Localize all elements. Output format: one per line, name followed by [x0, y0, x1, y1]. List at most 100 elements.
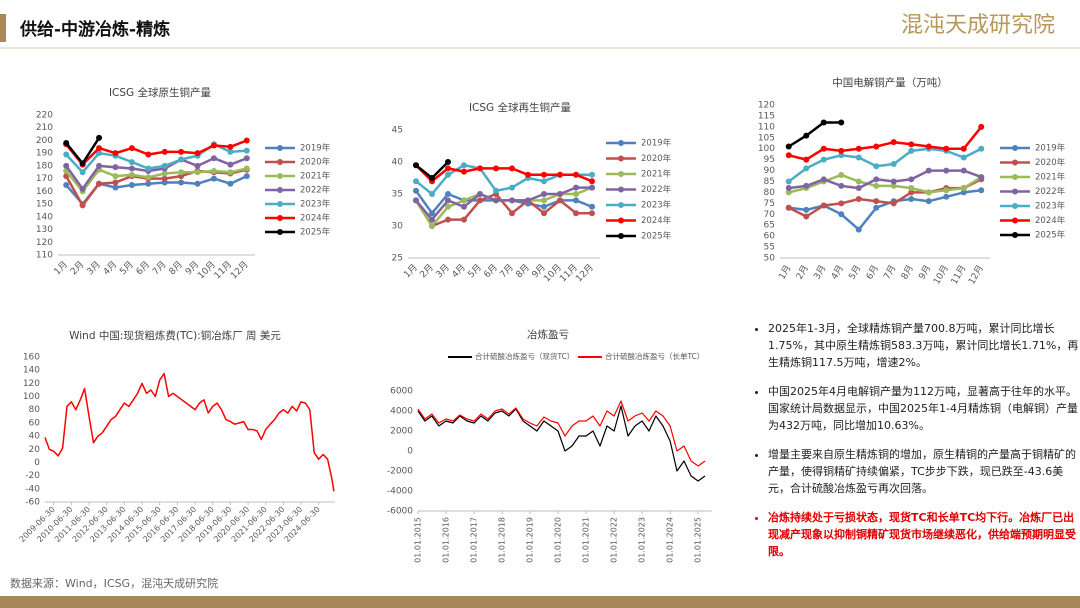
data-point	[63, 162, 70, 169]
data-point	[803, 132, 810, 139]
data-point	[908, 141, 915, 148]
data-point	[785, 204, 792, 211]
data-point	[243, 173, 250, 180]
data-point	[943, 187, 950, 194]
data-point	[943, 145, 950, 152]
legend-label: 2024年	[300, 213, 331, 224]
y-tick-label: 100	[23, 392, 40, 402]
x-tick-label: 4月	[450, 262, 468, 280]
data-point	[960, 189, 967, 196]
legend-marker	[1012, 159, 1018, 166]
data-point	[925, 189, 932, 196]
series-line	[788, 126, 983, 161]
x-tick-label: 11月	[558, 262, 580, 284]
y-tick-label: 120	[758, 101, 775, 111]
x-tick-label: 2月	[418, 262, 436, 280]
data-point	[429, 223, 435, 229]
x-tick-label: 5月	[847, 263, 864, 281]
legend-label: 2023年	[300, 199, 331, 210]
data-point	[838, 119, 845, 126]
x-tick-label: 01.01.2023	[638, 517, 647, 563]
y-tick-label: 55	[764, 243, 775, 253]
y-tick-label: 90	[764, 166, 776, 176]
y-tick-label: 65	[764, 221, 775, 231]
data-point	[63, 182, 70, 188]
data-point	[589, 210, 595, 217]
data-point	[509, 210, 515, 217]
data-point	[227, 148, 234, 155]
y-tick-label: 30	[392, 222, 404, 232]
data-point	[161, 148, 168, 155]
data-point	[112, 179, 119, 186]
x-tick-label: 1月	[402, 262, 420, 280]
y-tick-label: 190	[36, 149, 53, 159]
y-tick-label: 80	[29, 405, 41, 415]
legend-label: 2022年	[300, 185, 331, 196]
data-point	[589, 203, 595, 210]
data-point	[128, 182, 135, 188]
legend-marker	[1012, 174, 1018, 180]
data-point	[557, 197, 563, 204]
data-point	[161, 170, 168, 177]
data-point	[63, 151, 70, 158]
chart-title: Wind 中国:现货粗炼费(TC):铜冶炼厂 周 美元	[69, 329, 281, 342]
data-point	[194, 180, 201, 187]
logo: 混沌天成研究院	[901, 13, 1055, 38]
y-tick-label: 60	[29, 418, 41, 428]
data-point	[803, 206, 810, 213]
data-point	[573, 184, 579, 191]
data-point	[557, 191, 563, 197]
chart-title: ICSG 全球再生铜产量	[469, 101, 572, 114]
chart-title: 中国电解铜产量（万吨）	[832, 76, 948, 89]
x-tick-label: 6月	[134, 259, 152, 277]
x-tick-label: 10月	[931, 263, 951, 286]
data-point	[820, 202, 827, 209]
data-point	[589, 184, 595, 191]
data-point	[525, 171, 531, 178]
data-point	[925, 167, 932, 174]
legend-label: 2021年	[1035, 172, 1066, 183]
data-point	[413, 162, 419, 169]
data-point	[96, 162, 103, 169]
data-point	[145, 165, 152, 172]
data-point	[785, 152, 792, 159]
y-tick-label: 50	[764, 254, 776, 264]
data-point	[445, 197, 451, 204]
data-point	[785, 189, 792, 196]
data-point	[509, 184, 515, 191]
data-point	[855, 178, 862, 185]
data-point	[557, 171, 563, 178]
x-tick-label: 01.01.2024	[666, 517, 675, 563]
y-tick-label: 0	[34, 458, 40, 468]
x-tick-label: 8月	[167, 259, 185, 277]
data-point	[210, 142, 217, 149]
data-point	[873, 143, 880, 150]
data-point	[855, 185, 862, 192]
series-line	[788, 121, 842, 148]
legend-label: 2021年	[300, 171, 331, 182]
y-tick-label: 35	[392, 190, 403, 200]
header-title: 供给-中游冶炼-精炼	[19, 19, 170, 40]
legend-marker	[277, 159, 283, 165]
data-point	[838, 152, 845, 159]
legend-label: 2023年	[1035, 201, 1066, 212]
data-point	[890, 200, 897, 207]
data-point	[785, 185, 792, 192]
x-tick-label: 10月	[196, 259, 218, 281]
legend-label: 2020年	[641, 153, 672, 164]
data-point	[178, 156, 185, 163]
legend-label: 2019年	[1035, 143, 1066, 154]
data-point	[461, 203, 467, 210]
x-tick-label: 01.01.2020	[554, 517, 563, 563]
y-tick-label: -4000	[387, 487, 413, 497]
data-point	[960, 154, 967, 161]
data-point	[493, 187, 499, 194]
x-tick-label: 7月	[150, 259, 168, 277]
legend-marker	[618, 155, 624, 162]
x-tick-label: 12月	[574, 262, 596, 284]
legend-label: 合计硫酸冶炼盈亏（长单TC）	[605, 351, 704, 361]
y-tick-label: 40	[29, 432, 41, 442]
data-point	[908, 185, 915, 192]
x-tick-label: 5月	[118, 259, 136, 277]
